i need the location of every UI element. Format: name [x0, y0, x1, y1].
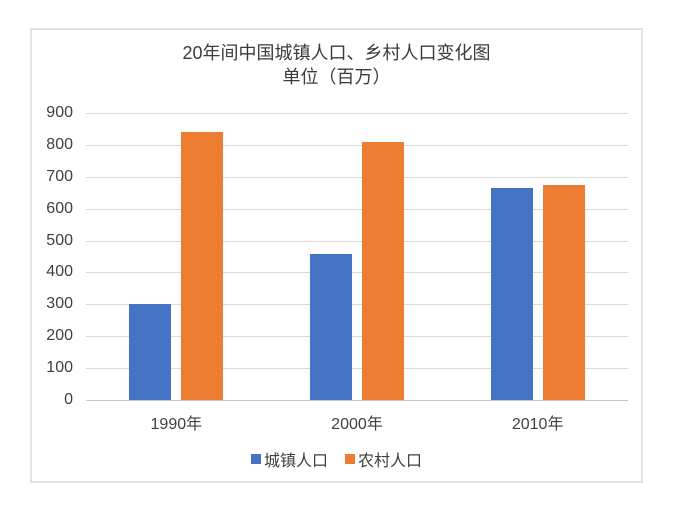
- legend: 城镇人口 农村人口: [32, 447, 641, 471]
- y-axis-tick-label: 700: [46, 167, 73, 185]
- gridline: [86, 368, 628, 370]
- x-axis: 1990年 2000年 2010年: [86, 410, 628, 433]
- bar-group: [267, 113, 448, 400]
- gridline: [86, 272, 628, 274]
- bar-group: [447, 113, 628, 400]
- chart-subtitle: 单位（百万）: [282, 67, 391, 87]
- x-axis-tick-label: 2010年: [511, 416, 564, 433]
- y-axis-tick-label: 400: [46, 263, 73, 281]
- y-axis-tick-label: 500: [46, 231, 73, 249]
- bar: [361, 142, 404, 400]
- legend-swatch: [250, 454, 261, 464]
- y-axis-tick-label: 800: [46, 135, 73, 153]
- y-axis-tick-label: 300: [46, 295, 73, 313]
- legend-label: 农村人口: [358, 453, 423, 470]
- gridline: [86, 336, 628, 338]
- gridline: [86, 113, 628, 114]
- y-axis-tick-label: 600: [46, 199, 73, 217]
- gridline: [86, 304, 628, 306]
- plot-area: 0 100 200 300 400 500 600 700 800 900: [46, 104, 628, 408]
- bar: [309, 253, 352, 400]
- y-axis-tick-label: 200: [46, 327, 73, 345]
- bar: [542, 185, 585, 400]
- legend-label: 城镇人口: [263, 453, 328, 470]
- legend-swatch: [345, 454, 355, 464]
- bar: [490, 187, 533, 400]
- x-axis-tick-label: 2000年: [331, 416, 383, 433]
- gridline: [86, 176, 628, 178]
- legend-item: 农村人口: [345, 447, 422, 471]
- x-axis-tick-label: 1990年: [150, 416, 203, 433]
- chart-title: 20年间中国城镇人口、乡村人口变化图: [182, 43, 491, 63]
- chart-frame: 20年间中国城镇人口、乡村人口变化图 单位（百万） 0 100 200 300 400 5…: [30, 28, 643, 483]
- bar: [129, 303, 172, 400]
- bar: [181, 131, 224, 400]
- legend-item: 城镇人口: [250, 447, 328, 471]
- y-axis-tick-label: 900: [46, 104, 73, 121]
- y-axis-tick-label: 100: [46, 359, 73, 377]
- gridline: [86, 240, 628, 242]
- gridline: [86, 208, 628, 210]
- y-axis-tick-label: 0: [64, 391, 73, 408]
- gridline: [86, 144, 628, 146]
- bar-group: [86, 113, 267, 400]
